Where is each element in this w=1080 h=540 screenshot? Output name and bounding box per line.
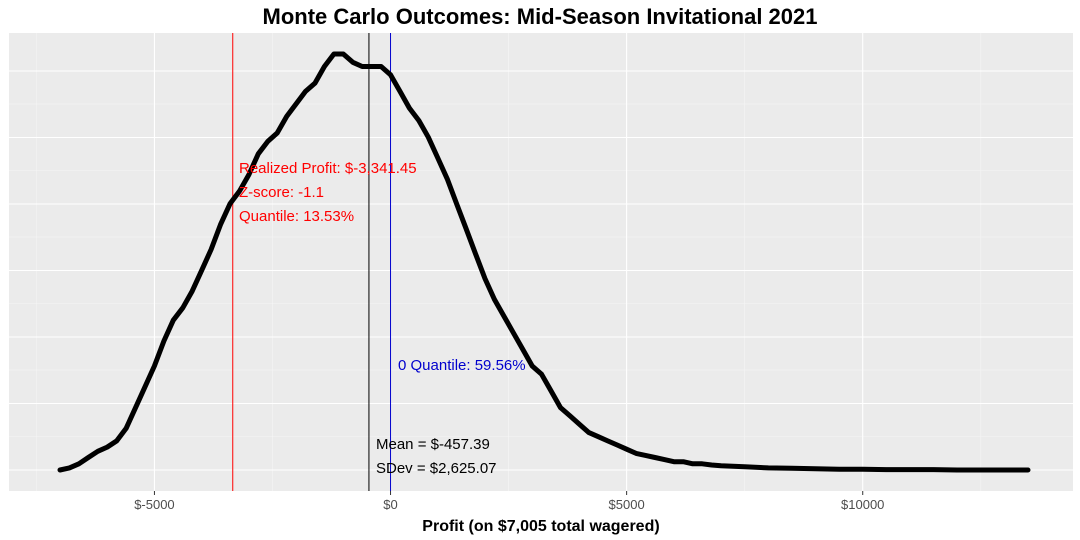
annotation-z-score: Z-score: -1.1 [239, 184, 324, 201]
plot-panel [9, 33, 1073, 491]
x-axis-ticks: $-5000 $0 $5000 $10000 [134, 491, 884, 512]
chart-title: Monte Carlo Outcomes: Mid-Season Invitat… [263, 4, 818, 29]
x-tick-label: $5000 [609, 497, 645, 512]
annotation-sdev: SDev = $2,625.07 [376, 460, 497, 477]
x-tick-label: $0 [383, 497, 397, 512]
annotation-realized-profit: Realized Profit: $-3,341.45 [239, 160, 417, 177]
x-tick-label: $-5000 [134, 497, 174, 512]
x-tick-label: $10000 [841, 497, 884, 512]
annotation-zero-quantile: 0 Quantile: 59.56% [398, 357, 526, 374]
reference-lines [232, 33, 392, 491]
annotation-mean: Mean = $-457.39 [376, 436, 490, 453]
density-curve [57, 51, 1031, 473]
annotation-quantile: Quantile: 13.53% [239, 208, 354, 225]
x-axis-label: Profit (on $7,005 total wagered) [422, 518, 659, 535]
annotations: Realized Profit: $-3,341.45 Z-score: -1.… [239, 160, 526, 477]
